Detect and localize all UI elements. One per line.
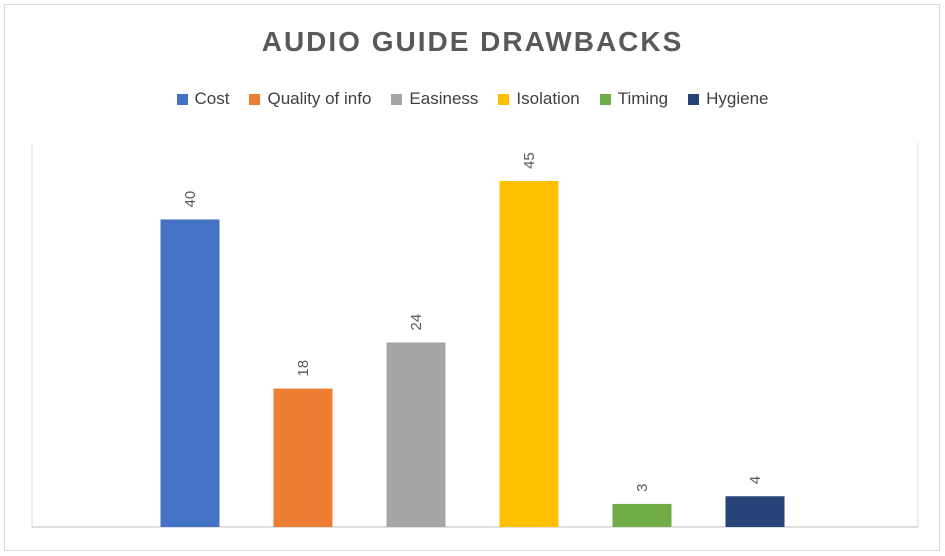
data-label: 4: [747, 476, 764, 484]
legend-label: Timing: [617, 89, 669, 108]
legend-swatch: [176, 93, 188, 105]
data-label: 18: [295, 360, 312, 377]
chart-frame: [4, 4, 940, 551]
legend-item: Timing: [599, 89, 669, 109]
legend: Cost Quality of info Easiness Isolation Timi…: [0, 89, 945, 109]
legend-item: Quality of info: [249, 89, 371, 109]
legend-label: Easiness: [409, 89, 479, 108]
legend-swatch: [391, 93, 403, 105]
legend-label: Cost: [194, 89, 230, 108]
bar-cost: [160, 219, 220, 527]
data-label: 40: [182, 191, 199, 208]
bar-isolation: [499, 181, 559, 527]
legend-swatch: [688, 93, 700, 105]
data-label: 3: [634, 484, 651, 492]
legend-label: Hygiene: [706, 89, 769, 108]
data-label: 24: [408, 314, 425, 331]
data-label: 45: [521, 152, 538, 169]
legend-swatch: [498, 93, 510, 105]
legend-item: Easiness: [391, 89, 478, 109]
legend-item: Cost: [176, 89, 230, 109]
chart-title: AUDIO GUIDE DRAWBACKS: [261, 26, 684, 57]
legend-swatch: [249, 93, 261, 105]
bar-easiness: [386, 342, 446, 527]
legend-swatch: [599, 93, 611, 105]
legend-label: Quality of info: [267, 89, 372, 108]
bar-quality-of-info: [273, 388, 333, 527]
bar-timing: [612, 503, 672, 527]
legend-item: Hygiene: [688, 89, 769, 109]
legend-item: Isolation: [498, 89, 580, 109]
bar-hygiene: [725, 496, 785, 527]
legend-label: Isolation: [516, 89, 580, 108]
